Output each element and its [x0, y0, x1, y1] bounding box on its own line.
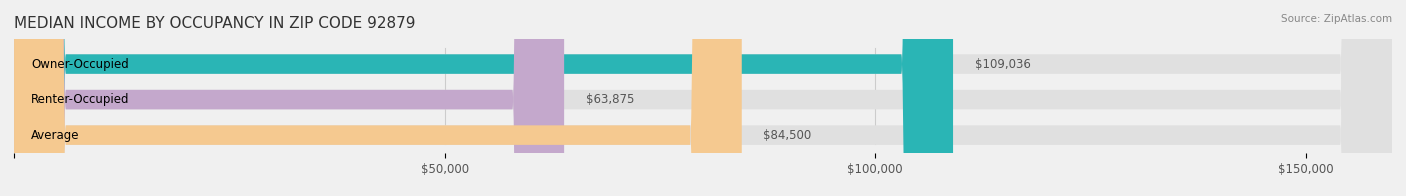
- FancyBboxPatch shape: [14, 0, 564, 196]
- Text: Renter-Occupied: Renter-Occupied: [31, 93, 129, 106]
- FancyBboxPatch shape: [14, 0, 742, 196]
- FancyBboxPatch shape: [14, 0, 953, 196]
- Text: $109,036: $109,036: [974, 58, 1031, 71]
- Text: Average: Average: [31, 129, 80, 142]
- Text: MEDIAN INCOME BY OCCUPANCY IN ZIP CODE 92879: MEDIAN INCOME BY OCCUPANCY IN ZIP CODE 9…: [14, 16, 416, 31]
- FancyBboxPatch shape: [14, 0, 1392, 196]
- Text: Owner-Occupied: Owner-Occupied: [31, 58, 129, 71]
- Text: $63,875: $63,875: [586, 93, 634, 106]
- Text: Source: ZipAtlas.com: Source: ZipAtlas.com: [1281, 14, 1392, 24]
- FancyBboxPatch shape: [14, 0, 1392, 196]
- Text: $84,500: $84,500: [763, 129, 811, 142]
- FancyBboxPatch shape: [14, 0, 1392, 196]
